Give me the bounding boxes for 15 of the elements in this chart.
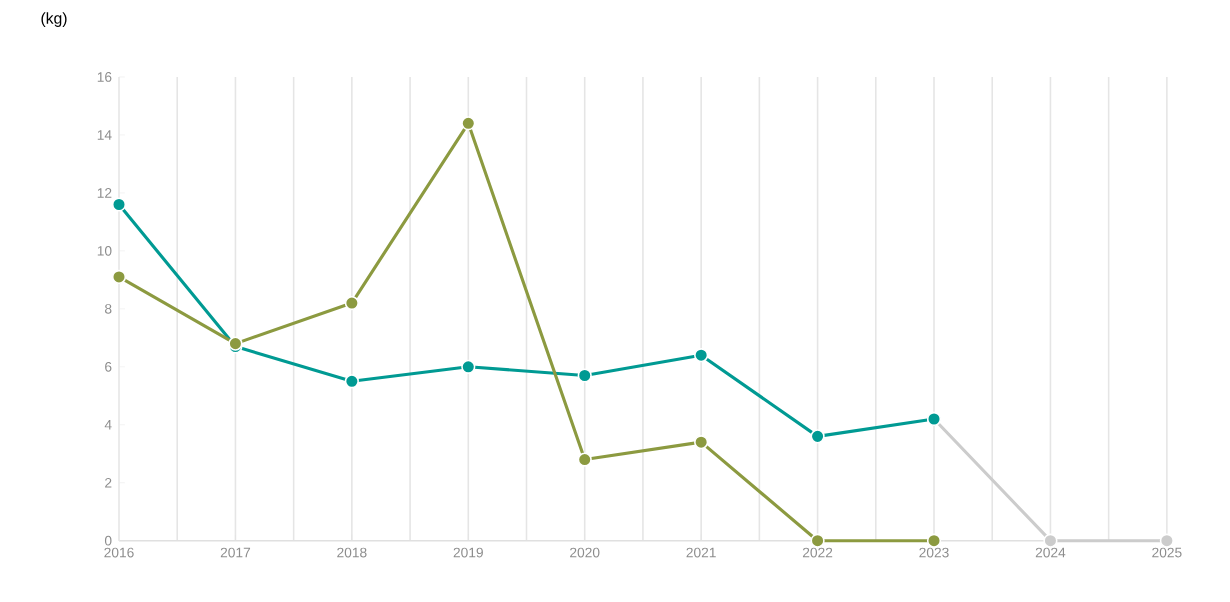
point bbox=[344, 374, 359, 389]
point bbox=[810, 533, 825, 548]
point bbox=[694, 348, 709, 363]
point bbox=[461, 116, 476, 131]
point bbox=[810, 429, 825, 444]
point bbox=[1159, 533, 1174, 548]
point bbox=[111, 197, 127, 212]
point bbox=[926, 533, 942, 548]
point bbox=[694, 435, 709, 450]
point bbox=[577, 452, 592, 467]
point bbox=[577, 368, 592, 383]
point bbox=[461, 359, 476, 374]
point bbox=[1043, 533, 1058, 548]
point bbox=[344, 295, 359, 311]
point bbox=[111, 269, 127, 285]
